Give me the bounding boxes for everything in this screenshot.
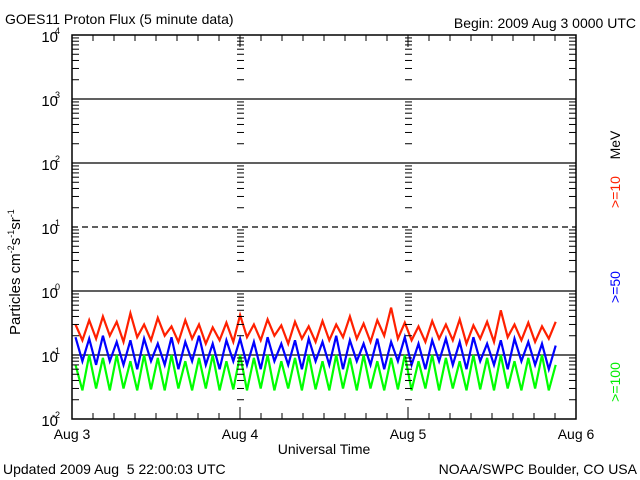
y-tick-label: 103 <box>41 90 60 110</box>
unit-label: MeV <box>607 130 623 159</box>
series-group <box>74 307 557 391</box>
credit: NOAA/SWPC Boulder, CO USA <box>439 461 638 477</box>
x-tick-label: Aug 4 <box>222 426 259 442</box>
chart-title: GOES11 Proton Flux (5 minute data) <box>5 11 234 27</box>
begin-date: Begin: 2009 Aug 3 0000 UTC <box>454 15 636 31</box>
x-tick-label: Aug 3 <box>54 426 91 442</box>
series-line-ge50 <box>74 332 557 374</box>
y-tick-exponent: 4 <box>55 26 60 36</box>
y-tick-exponent: 2 <box>55 154 60 164</box>
updated-timestamp: Updated 2009 Aug 5 22:00:03 UTC <box>3 461 226 477</box>
y-tick-exponent: 1 <box>55 218 60 228</box>
series-line-ge100 <box>74 354 557 391</box>
x-tick-labels: Aug 3 Aug 4 Aug 5 Aug 6 <box>54 426 595 442</box>
x-axis-label: Universal Time <box>278 441 371 457</box>
y-tick-exponent: 0 <box>55 282 60 292</box>
gridlines <box>72 98 576 356</box>
series-line-ge10 <box>74 307 557 348</box>
axis-ticks <box>71 35 577 419</box>
y-tick-exponent: 3 <box>55 90 60 100</box>
y-tick-label: 104 <box>41 26 60 46</box>
y-tick-label: 102 <box>41 154 60 174</box>
x-tick-label: Aug 5 <box>390 426 427 442</box>
legend-ge100: >=100 <box>607 362 623 402</box>
y-tick-label: 10-2 <box>41 410 60 430</box>
legend-ge50: >=50 <box>607 271 623 303</box>
y-tick-label: 100 <box>41 282 60 302</box>
y-tick-label: 10-1 <box>41 346 60 366</box>
y-tick-exponent: -2 <box>52 410 60 420</box>
x-tick-label: Aug 6 <box>558 426 595 442</box>
y-tick-label: 101 <box>41 218 60 238</box>
legend-ge10: >=10 <box>607 176 623 208</box>
y-tick-exponent: -1 <box>52 346 60 356</box>
y-axis-label: Particles cm-2s-1sr-1 <box>6 209 24 335</box>
